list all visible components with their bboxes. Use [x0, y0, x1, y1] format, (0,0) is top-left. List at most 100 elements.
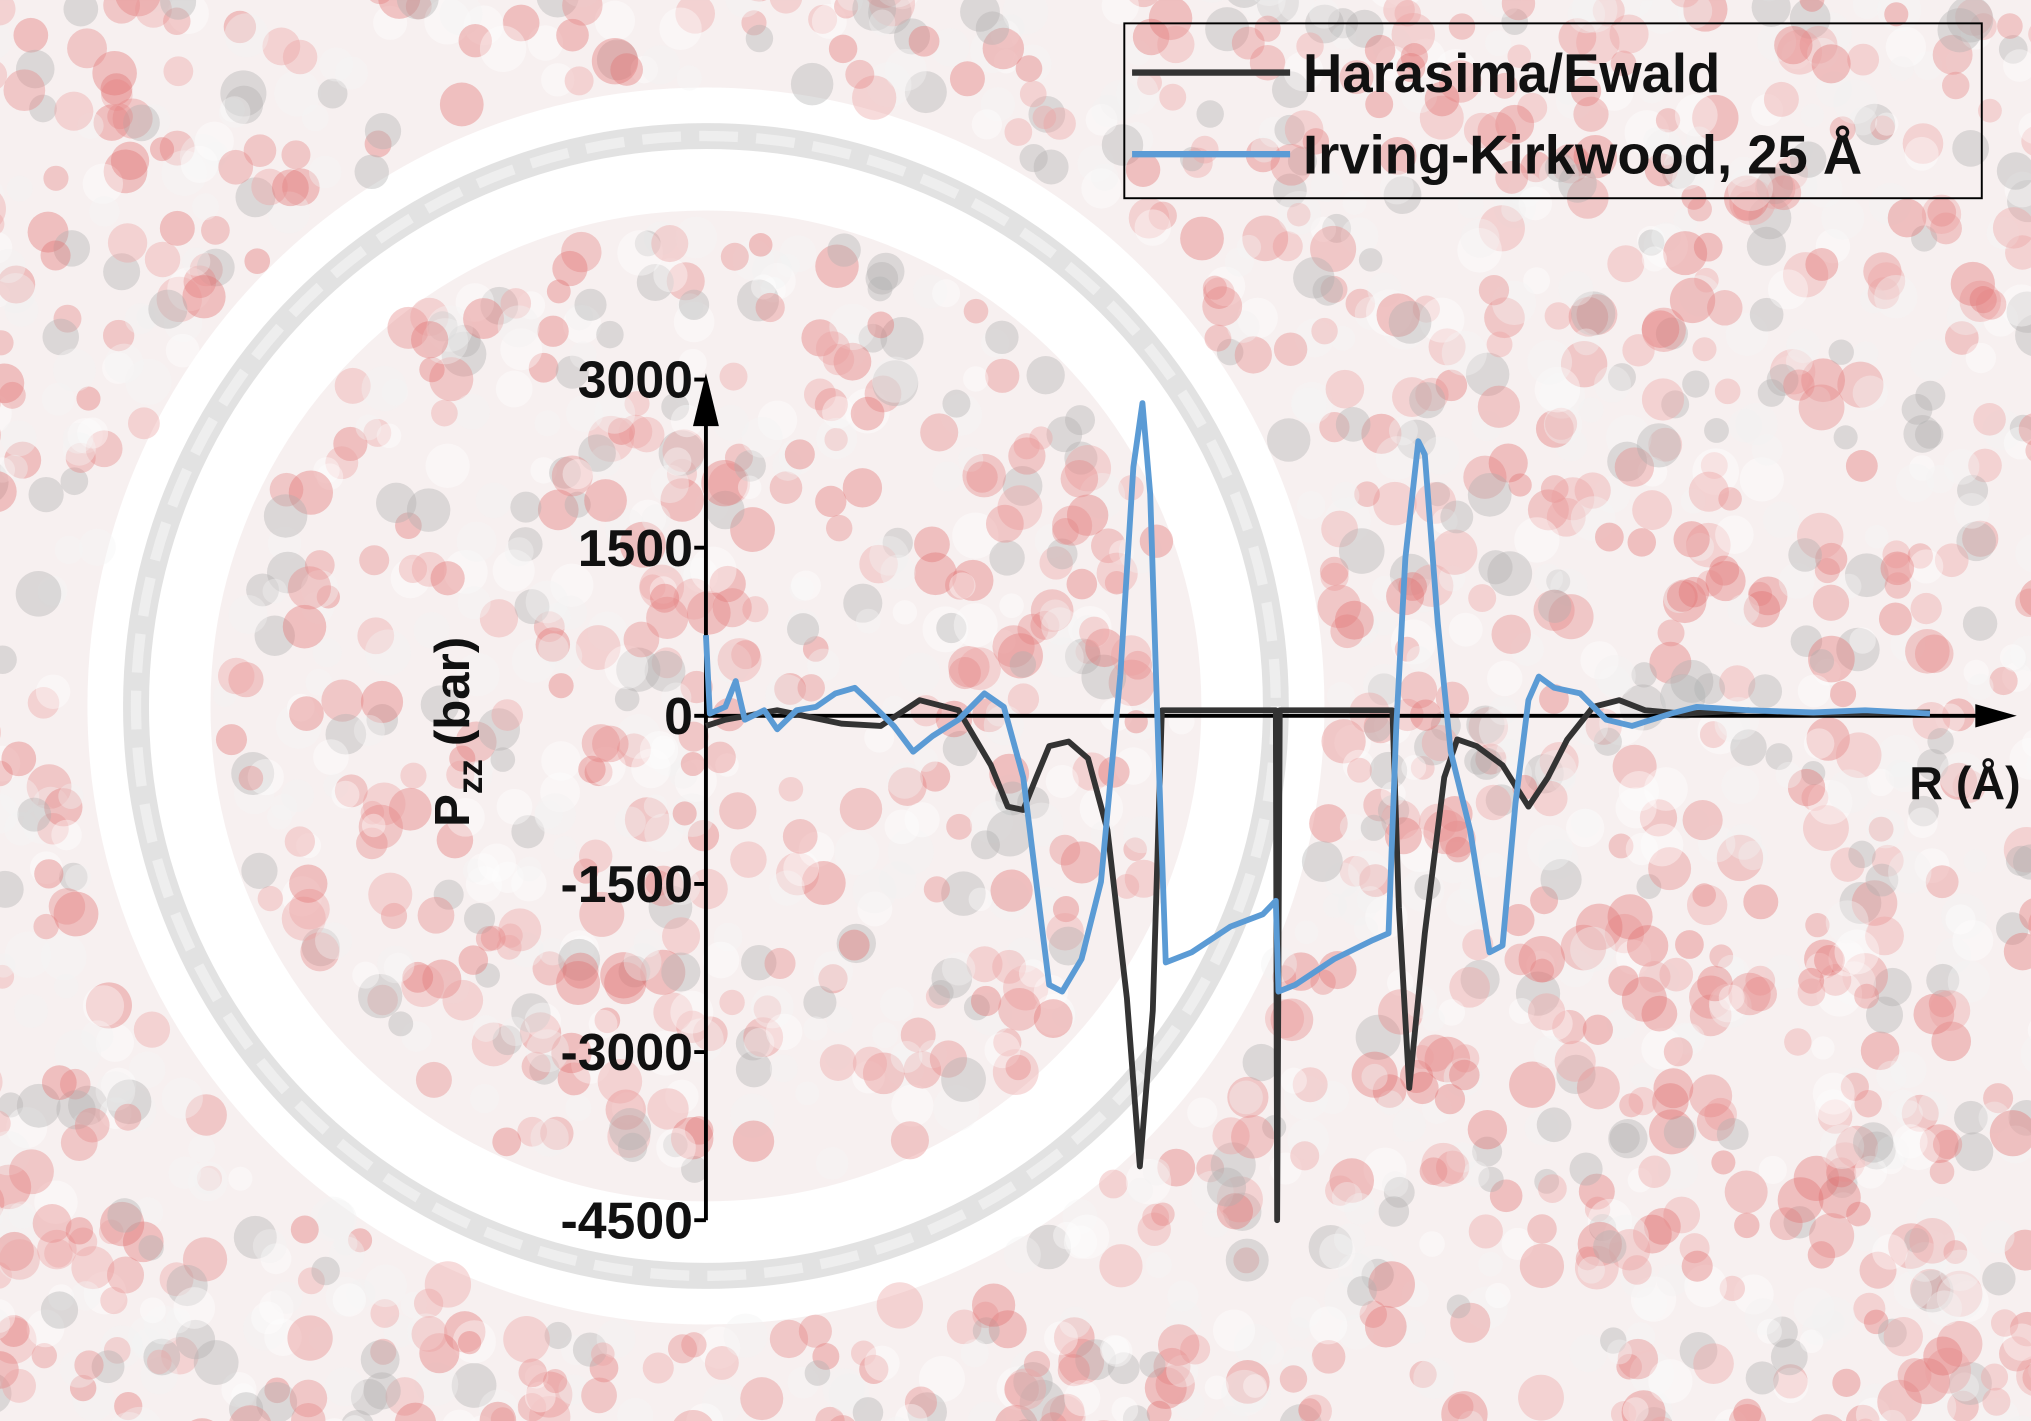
molecule [803, 1016, 828, 1041]
molecule [1063, 1225, 1098, 1259]
molecule [1540, 475, 1569, 503]
molecule [538, 633, 569, 664]
molecule [1508, 998, 1535, 1024]
molecule [2005, 845, 2031, 877]
molecule [1811, 44, 1851, 84]
molecule [1800, 103, 1825, 128]
molecule [643, 531, 686, 574]
molecule [516, 291, 546, 320]
molecule [540, 1116, 574, 1150]
molecule [1954, 1100, 1988, 1135]
molecule [662, 429, 706, 473]
molecule [1560, 924, 1607, 971]
molecule [495, 370, 533, 408]
molecule [159, 130, 195, 166]
molecule [894, 18, 931, 55]
molecule [1809, 649, 1835, 674]
molecule [1940, 893, 1987, 940]
molecule [0, 330, 14, 356]
molecule [1191, 1170, 1234, 1214]
molecule [1501, 1227, 1534, 1260]
molecule [1324, 1276, 1369, 1321]
molecule [442, 1409, 477, 1421]
molecule [869, 9, 896, 36]
molecule [233, 1215, 277, 1259]
molecule [1019, 80, 1047, 108]
molecule [218, 96, 251, 128]
molecule [1770, 349, 1816, 395]
molecule [1041, 607, 1079, 645]
molecule [71, 1281, 101, 1311]
molecule [1225, 1238, 1269, 1282]
molecule [1545, 407, 1578, 440]
molecule [394, 1402, 436, 1421]
molecule [1774, 25, 1813, 65]
molecule [879, 0, 914, 8]
molecule [1242, 215, 1289, 262]
molecule [869, 0, 915, 27]
molecule [1554, 78, 1582, 105]
molecule [350, 1378, 388, 1416]
molecule [1354, 481, 1380, 508]
molecule [480, 925, 506, 951]
molecule [91, 1350, 125, 1384]
molecule [1939, 1249, 1981, 1292]
molecule [1114, 873, 1140, 899]
molecule [609, 1108, 652, 1151]
molecule [370, 1299, 400, 1328]
molecule [1298, 1394, 1332, 1421]
molecule [1107, 1352, 1140, 1385]
molecule [1947, 1390, 1979, 1421]
molecule [1515, 971, 1561, 1016]
molecule [1997, 13, 2023, 39]
molecule [1608, 1119, 1648, 1159]
molecule [1624, 110, 1670, 155]
molecule [735, 1051, 773, 1088]
molecule [1432, 841, 1475, 884]
molecule [803, 378, 836, 411]
molecule [420, 685, 460, 724]
molecule [1577, 1256, 1605, 1284]
molecule [1854, 983, 1880, 1009]
molecule [996, 1366, 1041, 1411]
molecule [148, 289, 188, 329]
molecule [54, 535, 84, 565]
molecule [527, 25, 564, 61]
molecule [850, 396, 885, 431]
molecule [639, 574, 666, 601]
molecule [331, 780, 360, 809]
molecule [1353, 916, 1379, 942]
molecule [1298, 1398, 1322, 1421]
molecule [784, 439, 815, 470]
molecule [1554, 1040, 1596, 1082]
molecule [616, 713, 661, 759]
molecule [658, 430, 705, 476]
molecule [1782, 252, 1829, 298]
molecule [26, 1309, 65, 1348]
molecule [22, 804, 62, 845]
molecule [837, 0, 866, 11]
molecule [1708, 983, 1748, 1023]
molecule [1817, 1099, 1853, 1134]
molecule [1621, 976, 1667, 1022]
molecule [0, 232, 13, 264]
molecule [1756, 167, 1794, 205]
molecule [1569, 1334, 1608, 1373]
molecule [859, 1354, 889, 1385]
molecule [760, 276, 786, 303]
molecule [1068, 605, 1112, 650]
molecule [867, 0, 902, 9]
molecule [452, 1320, 496, 1364]
molecule [678, 348, 707, 378]
molecule [630, 55, 659, 84]
molecule [252, 1229, 287, 1264]
molecule [0, 1110, 11, 1137]
molecule [663, 447, 692, 476]
molecule [1101, 1335, 1133, 1367]
molecule [1766, 1316, 1798, 1348]
molecule [443, 549, 488, 594]
molecule [1907, 807, 1938, 839]
molecule [228, 1166, 253, 1191]
molecule [0, 1299, 16, 1333]
molecule [887, 828, 935, 875]
